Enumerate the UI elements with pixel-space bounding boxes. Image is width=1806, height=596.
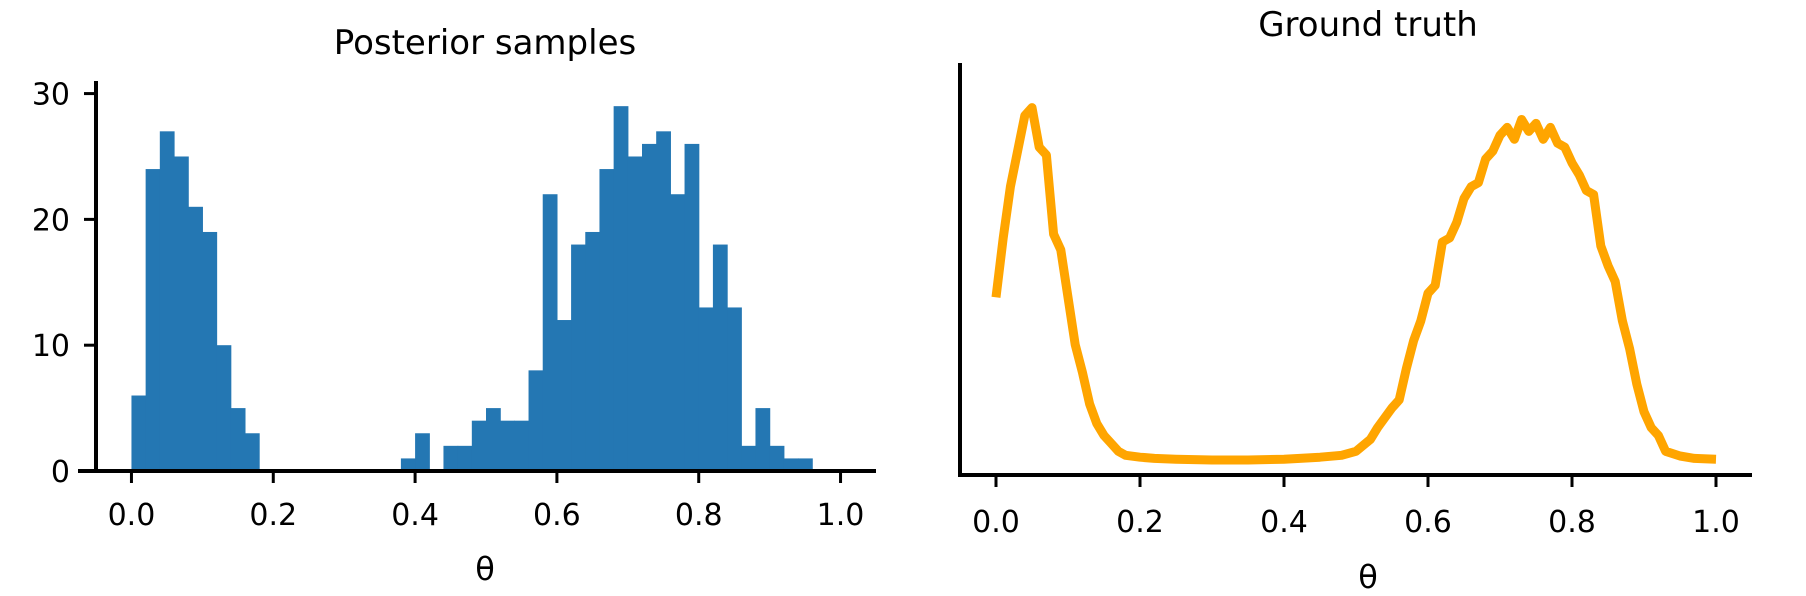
x-tick-label: 1.0: [1692, 505, 1740, 540]
x-axis-label: θ: [1358, 558, 1378, 596]
histogram-bar: [741, 445, 757, 471]
histogram-bar: [783, 458, 799, 471]
y-tick-label: 0: [51, 455, 70, 490]
histogram-bar: [500, 420, 515, 471]
ground-truth-panel: Ground truth 0.0 0.2 0.4 0.6 0.8 1.0 θ: [958, 5, 1752, 596]
histogram-bar: [755, 408, 771, 471]
histogram-bar: [656, 131, 671, 472]
histogram-bar: [599, 169, 615, 471]
histogram-bar: [202, 231, 218, 471]
histogram-bar: [443, 445, 459, 471]
x-tick-label: 0.2: [249, 498, 297, 533]
histogram-bar: [642, 143, 657, 471]
histogram-bar: [400, 458, 416, 471]
histogram-bar: [613, 106, 629, 472]
x-tick-label: 0.0: [108, 498, 156, 533]
posterior-samples-panel: Posterior samples 0.0 0.2 0.4 0.6 0.8 1.0 0 10…: [32, 23, 876, 588]
histogram-bar: [627, 156, 643, 471]
histogram-bar: [145, 169, 161, 471]
x-tick-label: 0.4: [391, 498, 439, 533]
histogram-bar: [188, 206, 203, 471]
histogram-bar: [230, 408, 246, 471]
x-tick-label: 0.8: [1548, 505, 1596, 540]
series-line: [991, 103, 1717, 465]
histogram-bar: [216, 345, 232, 471]
histogram-bar: [556, 320, 572, 471]
histogram-bar: [798, 458, 813, 471]
histogram-bar: [698, 307, 714, 471]
histogram-bar: [174, 156, 189, 471]
histogram-bar: [457, 445, 473, 471]
histogram-bar: [727, 307, 742, 471]
histogram-bar: [514, 420, 530, 471]
x-tick-label: 0.8: [675, 498, 723, 533]
x-tick-label: 0.0: [972, 505, 1020, 540]
y-tick-label: 30: [32, 78, 70, 113]
histogram-bar: [585, 231, 601, 471]
histogram-bar: [471, 420, 487, 471]
histogram-bar: [670, 194, 686, 471]
histogram-bar: [542, 194, 558, 471]
histogram-bar: [486, 408, 501, 471]
histogram-bar: [712, 244, 728, 471]
y-tick-label: 10: [32, 329, 70, 364]
histogram-bar: [244, 433, 260, 471]
histogram-bar: [684, 143, 700, 471]
x-tick-label: 0.6: [533, 498, 581, 533]
x-ticks: 0.0 0.2 0.4 0.6 0.8 1.0: [972, 475, 1740, 540]
chart-title: Ground truth: [1258, 5, 1478, 45]
y-tick-label: 20: [32, 203, 70, 238]
histogram-bar: [528, 370, 544, 471]
x-tick-label: 1.0: [817, 498, 865, 533]
histogram-bars: [131, 106, 813, 472]
histogram-bar: [571, 244, 586, 471]
chart-title: Posterior samples: [334, 23, 636, 63]
x-tick-label: 0.2: [1116, 505, 1164, 540]
y-ticks: 0 10 20 30: [32, 78, 96, 490]
histogram-bar: [415, 433, 430, 471]
x-ticks: 0.0 0.2 0.4 0.6 0.8 1.0: [108, 471, 865, 533]
x-tick-label: 0.6: [1404, 505, 1452, 540]
histogram-bar: [131, 395, 147, 471]
x-axis-label: θ: [475, 550, 495, 588]
x-tick-label: 0.4: [1260, 505, 1308, 540]
histogram-bar: [159, 131, 175, 472]
histogram-bar: [769, 445, 785, 471]
